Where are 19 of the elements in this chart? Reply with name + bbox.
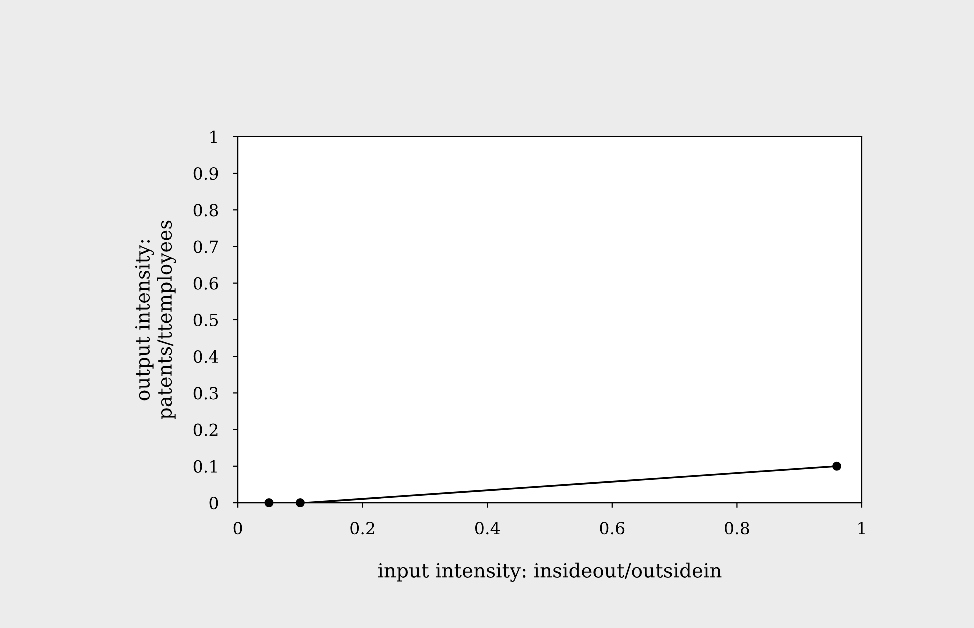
- x-tick-label: 0.8: [725, 522, 750, 535]
- y-tick-label: 0.5: [194, 314, 218, 327]
- y-tick-label: 0: [210, 496, 218, 510]
- y-axis-title: output intensity: patents/ttemployees: [135, 220, 176, 420]
- y-tick-label: 0.2: [194, 424, 218, 436]
- y-tick-label: 1: [210, 130, 217, 144]
- x-tick-label: 0.2: [350, 522, 374, 535]
- y-tick-label: 0.6: [194, 277, 218, 290]
- x-tick-label: 0.6: [600, 522, 625, 535]
- y-tick-label: 0.8: [194, 204, 218, 217]
- y-tick-label: 0.7: [194, 240, 218, 254]
- x-tick-label: 0.4: [475, 522, 500, 535]
- y-tick-label: 0.3: [194, 387, 218, 400]
- y-tick-label: 0.1: [194, 460, 217, 473]
- y-tick-label: 0.9: [194, 167, 218, 180]
- x-axis-title: input intensity: insideout/outsidein: [378, 562, 722, 582]
- x-tick-label: 1: [858, 522, 865, 534]
- x-tick-label: 0: [234, 522, 242, 535]
- y-tick-label: 0.4: [194, 350, 218, 364]
